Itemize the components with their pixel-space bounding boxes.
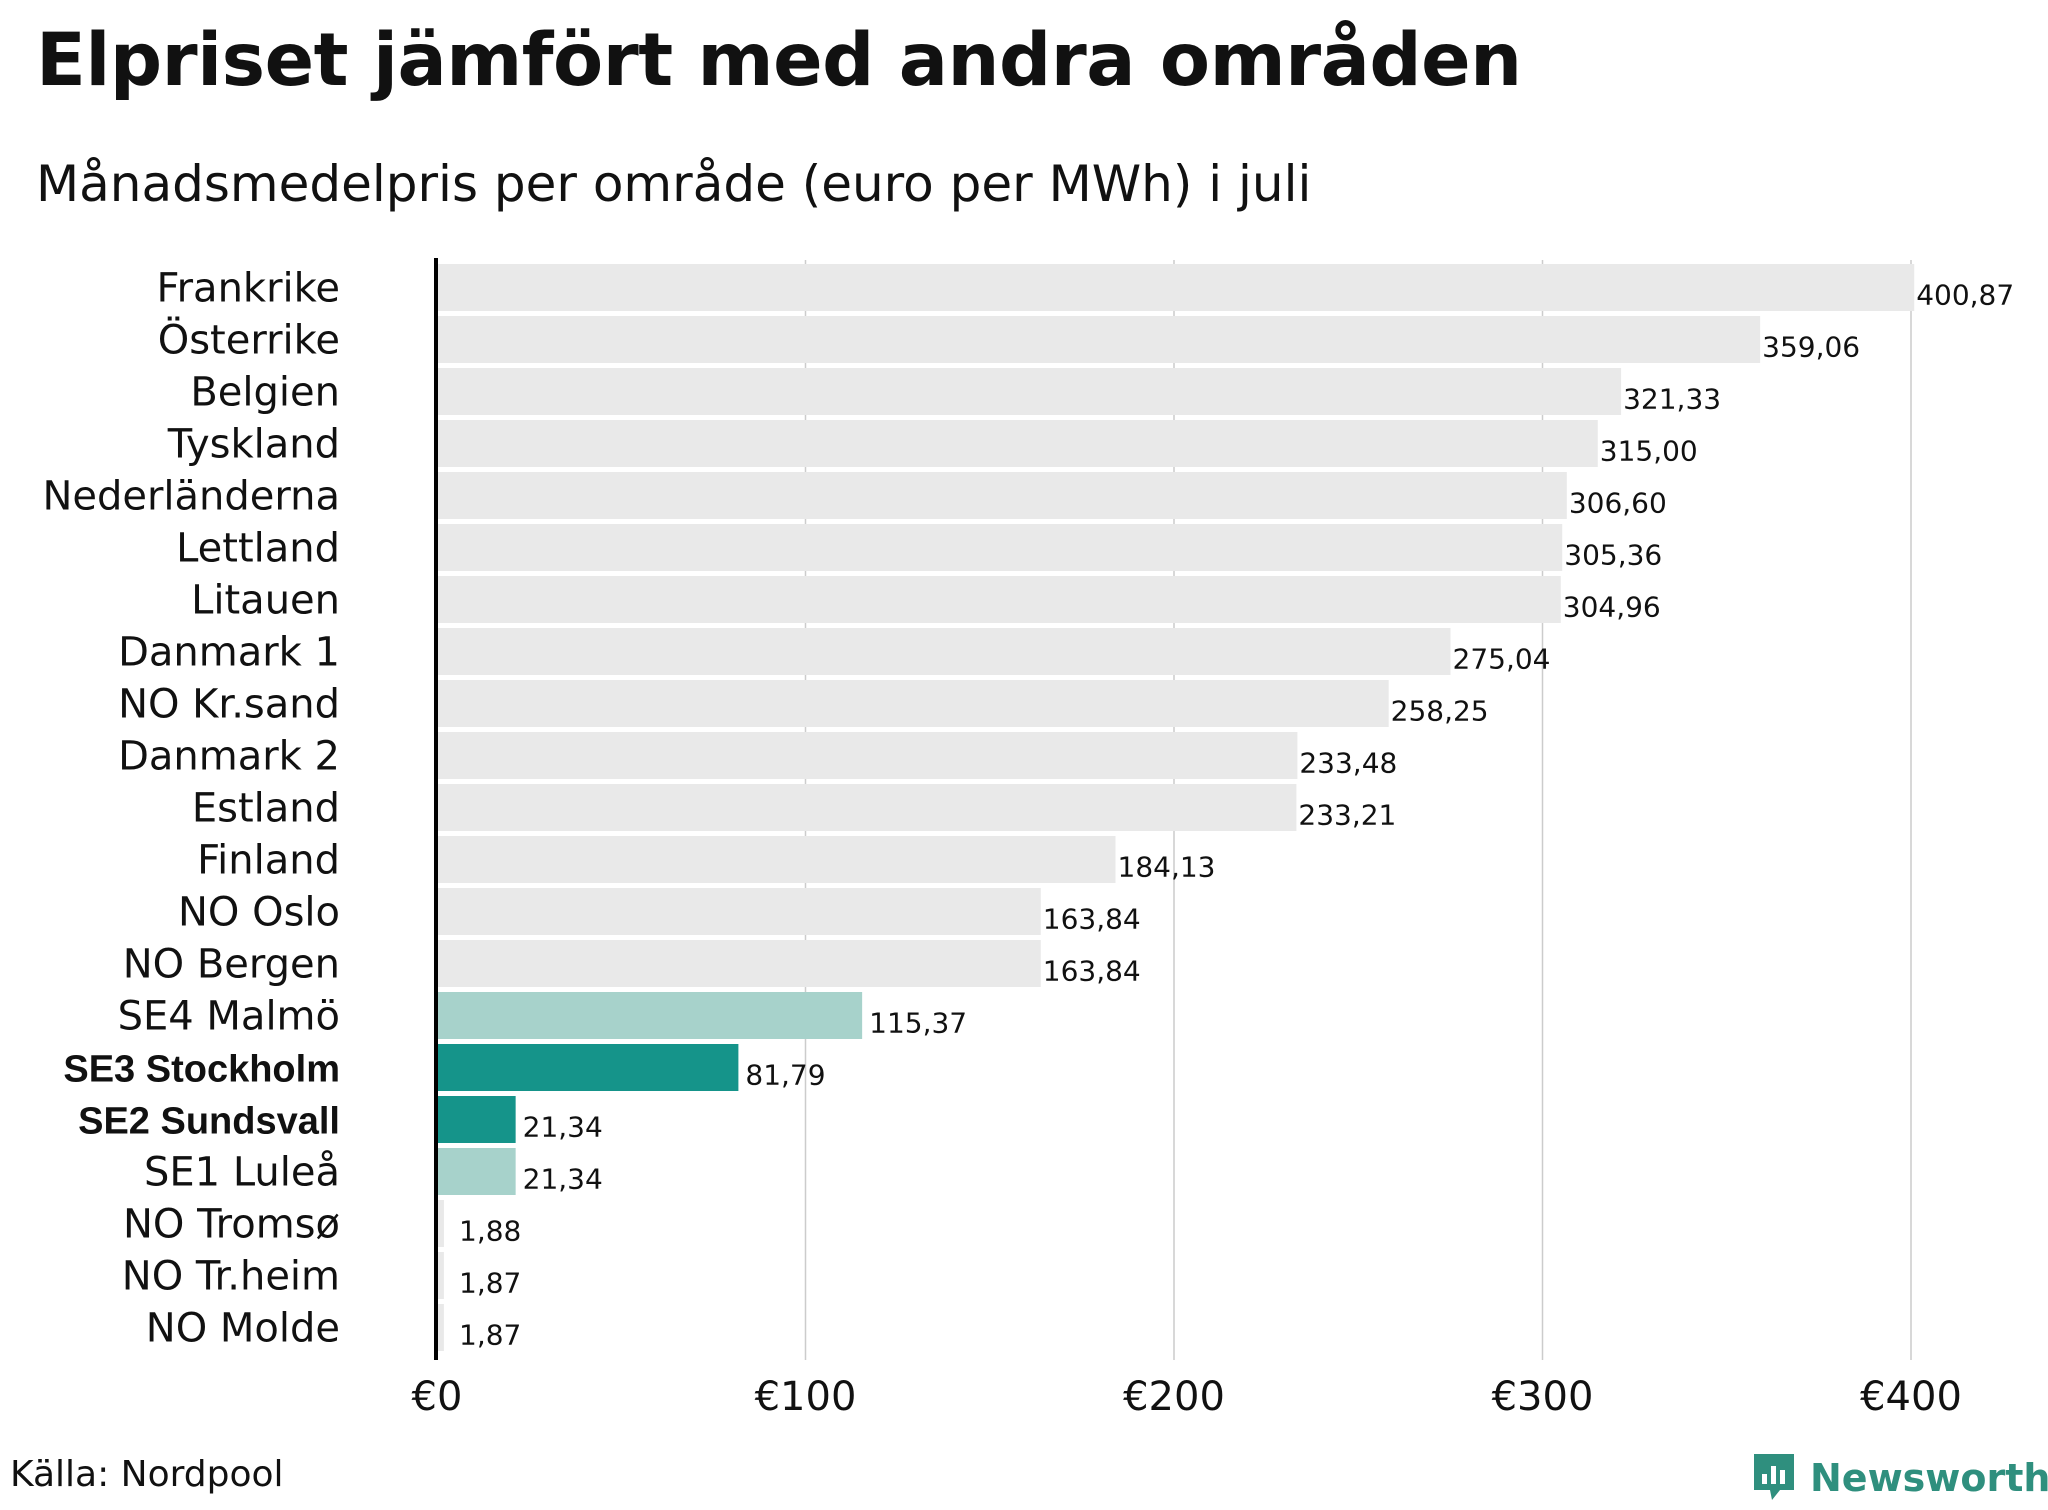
x-tick-label: €300 — [1492, 1374, 1594, 1420]
value-label: 1,87 — [459, 1267, 521, 1300]
bar — [437, 940, 1041, 987]
bar — [437, 992, 863, 1039]
value-label: 304,96 — [1563, 591, 1661, 624]
category-label: Frankrike — [157, 266, 340, 312]
category-label: NO Oslo — [178, 890, 340, 936]
bar — [437, 1044, 739, 1091]
value-label: 233,21 — [1298, 799, 1396, 832]
bar — [437, 368, 1622, 415]
category-label: Nederländerna — [42, 474, 340, 520]
value-label: 184,13 — [1118, 851, 1216, 884]
bar — [437, 680, 1389, 727]
bar — [437, 264, 1915, 311]
bar — [437, 836, 1116, 883]
category-label: NO Bergen — [123, 942, 340, 988]
source-note: Källa: Nordpool — [10, 1454, 284, 1495]
value-label: 315,00 — [1600, 435, 1698, 468]
bar — [437, 524, 1563, 571]
value-label: 275,04 — [1453, 643, 1551, 676]
value-label: 1,88 — [459, 1215, 521, 1248]
bar — [437, 316, 1761, 363]
category-label: Finland — [197, 838, 340, 884]
category-label: SE2 Sundsvall — [78, 1101, 340, 1143]
category-label: Estland — [192, 786, 340, 832]
value-label: 258,25 — [1391, 695, 1489, 728]
value-label: 21,34 — [523, 1111, 603, 1144]
value-label: 81,79 — [745, 1059, 825, 1092]
bar — [437, 628, 1451, 675]
category-label: NO Tromsø — [123, 1202, 340, 1248]
category-label: SE3 Stockholm — [63, 1049, 340, 1091]
bar — [437, 1304, 444, 1351]
x-tick-label: €100 — [755, 1374, 857, 1420]
bar-chart: €0 €100 €200 €300 €400 Frankrike 400,87 Österri… — [42, 258, 2014, 1420]
bar — [437, 732, 1298, 779]
value-label: 321,33 — [1623, 383, 1721, 416]
chart-title: Elpriset jämfört med andra områden — [36, 18, 1522, 103]
category-label: Danmark 1 — [118, 630, 340, 676]
value-label: 359,06 — [1762, 331, 1860, 364]
brand-logo: Newsworthy — [1750, 1446, 2048, 1510]
bar — [437, 1148, 516, 1195]
x-tick-label: €400 — [1860, 1374, 1962, 1420]
category-label: Litauen — [191, 578, 340, 624]
newsworthy-logo-icon — [1754, 1454, 1794, 1500]
category-label: Tyskland — [167, 422, 340, 468]
category-label: Österrike — [158, 316, 340, 364]
category-label: SE4 Malmö — [118, 994, 340, 1040]
bar — [437, 1200, 444, 1247]
category-label: Belgien — [190, 370, 340, 416]
bar — [437, 784, 1297, 831]
value-label: 163,84 — [1043, 955, 1141, 988]
brand-name: Newsworthy — [1810, 1456, 2048, 1500]
category-label: Danmark 2 — [118, 734, 340, 780]
value-label: 1,87 — [459, 1319, 521, 1352]
value-label: 306,60 — [1569, 487, 1667, 520]
category-label: NO Tr.heim — [122, 1254, 340, 1300]
value-label: 400,87 — [1916, 279, 2014, 312]
value-label: 163,84 — [1043, 903, 1141, 936]
x-tick-label: €0 — [412, 1374, 463, 1420]
bar — [437, 1252, 444, 1299]
bar — [437, 472, 1567, 519]
category-label: SE1 Luleå — [144, 1150, 340, 1196]
category-label: NO Molde — [146, 1306, 340, 1352]
value-label: 21,34 — [523, 1163, 603, 1196]
bar — [437, 576, 1561, 623]
x-tick-label: €200 — [1123, 1374, 1225, 1420]
chart-subtitle: Månadsmedelpris per område (euro per MWh… — [36, 155, 1312, 213]
bar — [437, 888, 1041, 935]
value-label: 233,48 — [1299, 747, 1397, 780]
bar — [437, 1096, 516, 1143]
value-label: 115,37 — [869, 1007, 967, 1040]
bar — [437, 420, 1598, 467]
category-label: NO Kr.sand — [118, 682, 340, 728]
value-label: 305,36 — [1564, 539, 1662, 572]
category-label: Lettland — [176, 526, 340, 572]
